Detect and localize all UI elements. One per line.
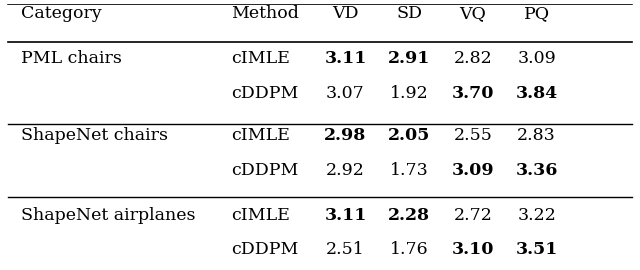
Text: 2.92: 2.92 xyxy=(326,161,365,178)
Text: 3.36: 3.36 xyxy=(515,161,558,178)
Text: 2.83: 2.83 xyxy=(517,127,556,144)
Text: 3.51: 3.51 xyxy=(515,241,558,258)
Text: 2.55: 2.55 xyxy=(454,127,492,144)
Text: VQ: VQ xyxy=(460,5,486,22)
Text: 1.76: 1.76 xyxy=(390,241,429,258)
Text: 2.82: 2.82 xyxy=(454,50,492,68)
Text: PQ: PQ xyxy=(524,5,550,22)
Text: 1.73: 1.73 xyxy=(390,161,429,178)
Text: PML chairs: PML chairs xyxy=(20,50,122,68)
Text: cDDPM: cDDPM xyxy=(231,241,298,258)
Text: 2.28: 2.28 xyxy=(388,207,430,224)
Text: 3.07: 3.07 xyxy=(326,85,365,102)
Text: 3.22: 3.22 xyxy=(517,207,556,224)
Text: Method: Method xyxy=(231,5,299,22)
Text: SD: SD xyxy=(396,5,422,22)
Text: cDDPM: cDDPM xyxy=(231,85,298,102)
Text: 3.84: 3.84 xyxy=(516,85,558,102)
Text: 2.98: 2.98 xyxy=(324,127,367,144)
Text: cDDPM: cDDPM xyxy=(231,161,298,178)
Text: 3.11: 3.11 xyxy=(324,50,367,68)
Text: 2.51: 2.51 xyxy=(326,241,365,258)
Text: cIMLE: cIMLE xyxy=(231,127,290,144)
Text: 3.09: 3.09 xyxy=(517,50,556,68)
Text: 3.70: 3.70 xyxy=(452,85,494,102)
Text: 1.92: 1.92 xyxy=(390,85,429,102)
Text: ShapeNet airplanes: ShapeNet airplanes xyxy=(20,207,195,224)
Text: Category: Category xyxy=(20,5,101,22)
Text: 3.09: 3.09 xyxy=(452,161,494,178)
Text: 2.05: 2.05 xyxy=(388,127,430,144)
Text: cIMLE: cIMLE xyxy=(231,207,290,224)
Text: ShapeNet chairs: ShapeNet chairs xyxy=(20,127,168,144)
Text: cIMLE: cIMLE xyxy=(231,50,290,68)
Text: 2.91: 2.91 xyxy=(388,50,430,68)
Text: 3.11: 3.11 xyxy=(324,207,367,224)
Text: VD: VD xyxy=(332,5,359,22)
Text: 3.10: 3.10 xyxy=(452,241,494,258)
Text: 2.72: 2.72 xyxy=(454,207,492,224)
